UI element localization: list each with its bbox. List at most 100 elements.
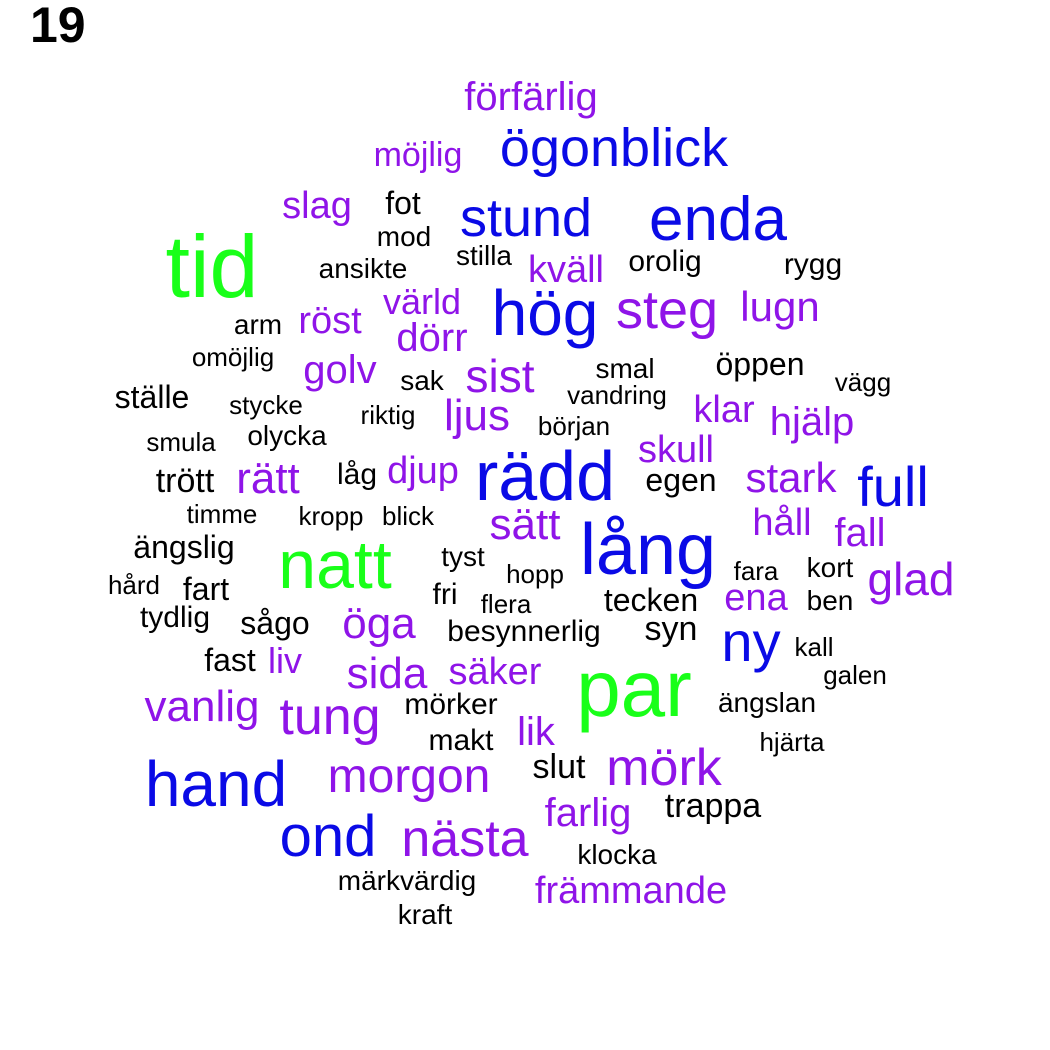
word-5: stund [459,188,593,248]
word-99: kraft [397,899,453,930]
word-79: par [576,644,692,733]
word-90: slut [532,748,586,786]
word-36: smula [146,427,216,457]
word-66: ena [724,577,788,619]
word-43: djup [387,450,459,492]
word-64: flera [480,589,532,619]
word-97: märkvärdig [337,865,477,896]
word-60: glad [867,553,955,605]
word-9: stilla [455,240,513,271]
word-81: vanlig [144,682,260,731]
word-61: hård [107,570,161,600]
word-1: möjlig [373,136,463,174]
word-8: mod [376,221,432,252]
word-68: tydlig [139,601,211,634]
word-88: hand [144,748,288,820]
word-54: natt [278,527,392,603]
word-96: klocka [577,839,657,870]
word-13: rygg [783,248,843,281]
word-28: ställe [114,379,190,415]
word-3: slag [282,185,352,227]
word-0: förfärlig [464,75,598,119]
word-84: ängslan [717,687,817,718]
word-11: kväll [527,249,605,291]
word-62: fart [182,571,230,607]
word-26: sak [400,365,444,396]
word-42: låg [336,458,378,491]
word-48: kropp [298,501,364,531]
word-59: kort [806,552,854,583]
word-7: tid [165,217,259,316]
word-21: omöjlig [191,342,275,372]
word-69: sågo [240,605,310,641]
word-92: farlig [544,791,632,835]
word-31: klar [693,389,755,431]
word-22: golv [303,348,377,392]
word-10: ansikte [318,253,408,284]
word-77: sida [346,649,428,698]
word-83: mörker [404,688,498,721]
word-39: rädd [474,437,616,515]
word-89: morgon [327,750,491,803]
word-50: sätt [489,500,561,549]
word-65: tecken [603,582,699,618]
word-29: vandring [567,380,667,410]
word-24: smal [595,353,655,384]
word-15: hög [491,277,599,349]
word-98: främmande [534,870,728,912]
word-27: vägg [834,367,892,397]
word-20: dörr [396,316,468,360]
word-56: tyst [441,541,485,572]
word-95: nästa [401,810,529,868]
word-72: syn [644,610,698,648]
word-46: full [857,455,929,518]
word-45: stark [745,454,837,501]
word-19: röst [298,300,362,342]
word-75: fast [204,642,256,678]
word-67: ben [806,585,854,616]
word-17: lugn [740,283,820,330]
word-38: skull [637,429,715,471]
word-74: kall [794,632,834,662]
word-33: ljus [443,391,511,440]
word-76: liv [268,640,302,681]
word-18: arm [233,309,283,340]
word-71: besynnerlig [447,615,601,648]
word-35: början [537,411,611,441]
word-30: stycke [229,390,303,420]
word-32: riktig [360,400,416,430]
word-78: säker [448,651,542,693]
word-85: lik [517,710,555,754]
word-73: ny [721,610,781,673]
word-12: orolig [628,245,702,278]
word-40: trött [155,462,215,500]
word-91: mörk [606,739,722,797]
word-6: enda [649,185,787,254]
word-37: olycka [247,420,327,451]
word-25: öppen [715,346,805,382]
word-47: timme [186,499,258,529]
word-55: lång [579,510,717,590]
word-63: fri [432,578,458,611]
word-44: egen [645,462,717,498]
word-49: blick [381,501,435,531]
word-4: fot [385,185,421,221]
word-53: ängslig [133,529,235,565]
panel-label: 19 [30,0,86,53]
word-87: hjärta [759,727,825,757]
word-51: håll [752,502,812,544]
word-82: tung [279,688,381,746]
word-34: hjälp [769,400,855,444]
word-57: hopp [506,559,564,589]
word-86: makt [428,724,494,757]
word-94: ond [279,804,377,869]
word-41: rätt [236,454,300,503]
word-93: trappa [664,787,762,825]
word-16: steg [615,280,719,340]
word-80: galen [823,660,887,690]
word-70: öga [342,599,416,648]
word-52: fall [834,511,886,555]
word-58: fara [733,556,779,586]
word-23: sist [465,350,535,402]
